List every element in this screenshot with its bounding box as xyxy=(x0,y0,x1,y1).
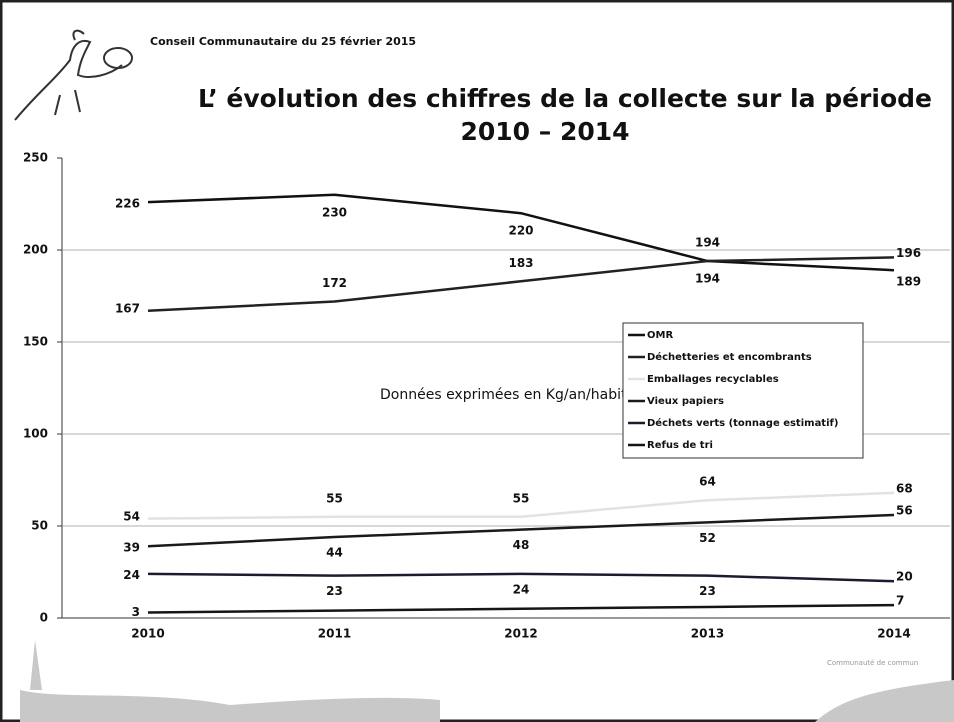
data-label: 54 xyxy=(123,509,140,523)
data-label: 3 xyxy=(132,605,140,619)
data-label: 68 xyxy=(896,481,913,495)
data-label: 64 xyxy=(699,475,716,489)
data-label: 52 xyxy=(699,531,716,545)
data-label: 48 xyxy=(513,538,530,552)
data-label: 55 xyxy=(326,491,343,505)
logo xyxy=(14,29,133,121)
series-line xyxy=(147,256,895,312)
x-tick-label: 2012 xyxy=(504,627,537,641)
data-label: 220 xyxy=(508,224,533,238)
data-label: 24 xyxy=(513,582,530,596)
data-label: 230 xyxy=(322,205,347,219)
data-label: 44 xyxy=(326,546,343,560)
legend-label: Refus de tri xyxy=(647,440,713,451)
chart-title: 2010 – 2014 xyxy=(460,117,629,146)
data-label: 183 xyxy=(508,256,533,270)
series-line xyxy=(147,193,895,272)
x-tick-label: 2014 xyxy=(877,627,910,641)
footer-decoration xyxy=(20,640,954,722)
x-tick-label: 2010 xyxy=(131,627,164,641)
y-tick-label: 50 xyxy=(31,519,48,533)
data-label: 39 xyxy=(123,540,140,554)
x-tick-label: 2013 xyxy=(691,627,724,641)
data-label: 172 xyxy=(322,276,347,290)
data-label: 56 xyxy=(896,503,913,517)
legend-box xyxy=(622,322,864,459)
data-label: 196 xyxy=(896,246,921,260)
legend-label: Vieux papiers xyxy=(647,396,724,407)
legend-label: OMR xyxy=(647,330,673,341)
y-tick-label: 100 xyxy=(23,427,48,441)
legend-label: Emballages recyclables xyxy=(647,374,779,385)
data-label: 24 xyxy=(123,568,140,582)
data-label: 194 xyxy=(695,272,720,286)
chart-title: L’ évolution des chiffres de la collecte… xyxy=(198,84,932,113)
footer-text: Communauté de commun xyxy=(827,659,918,667)
data-label: 194 xyxy=(695,236,720,250)
series-line xyxy=(147,491,895,520)
y-tick-label: 150 xyxy=(23,335,48,349)
y-tick-label: 0 xyxy=(40,611,48,625)
legend-label: Déchetteries et encombrants xyxy=(647,351,812,363)
data-label: 167 xyxy=(115,301,140,315)
annotation: Données exprimées en Kg/an/habitant xyxy=(380,387,650,403)
data-label: 20 xyxy=(896,570,913,584)
data-label: 189 xyxy=(896,275,921,289)
series-line xyxy=(147,572,895,583)
meeting-label: Conseil Communautaire du 25 février 2015 xyxy=(150,35,416,48)
x-tick-label: 2011 xyxy=(318,627,351,641)
series-line xyxy=(147,603,895,614)
y-tick-label: 200 xyxy=(23,243,48,257)
series-line xyxy=(147,513,895,548)
legend-label: Déchets verts (tonnage estimatif) xyxy=(647,417,838,429)
data-label: 226 xyxy=(115,196,140,210)
data-label: 23 xyxy=(326,584,343,598)
data-label: 7 xyxy=(896,594,904,608)
data-label: 55 xyxy=(513,491,530,505)
y-tick-label: 250 xyxy=(23,151,48,165)
data-label: 23 xyxy=(699,584,716,598)
